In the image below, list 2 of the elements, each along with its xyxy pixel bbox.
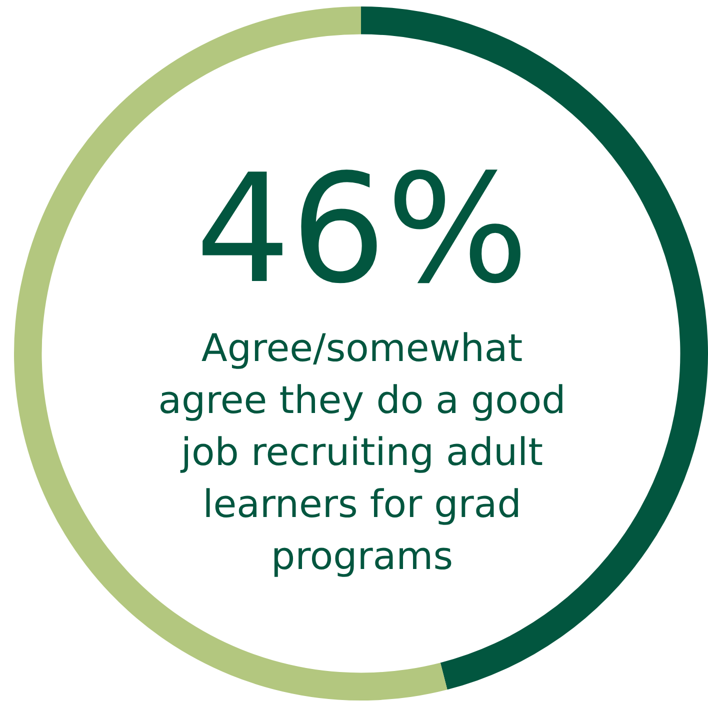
text: 46% xyxy=(194,143,530,317)
text: Agree/somewhat agree they do a good job recruiting adult learners for grad programs xyxy=(157,325,567,580)
